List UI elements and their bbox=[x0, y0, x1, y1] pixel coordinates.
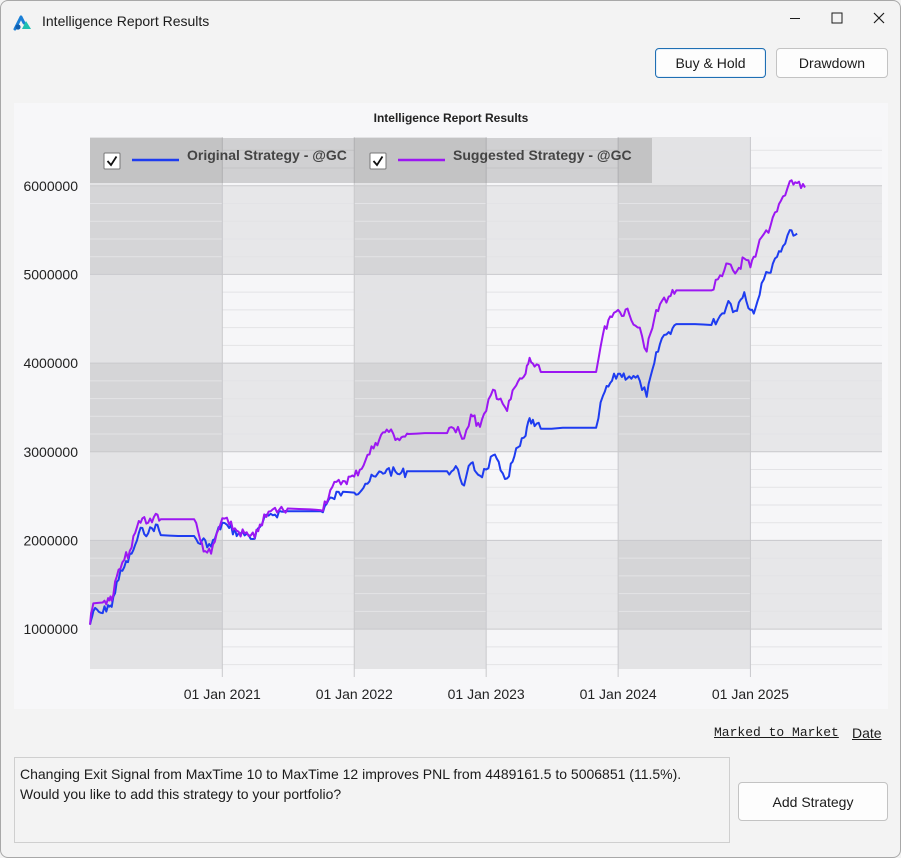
add-strategy-button[interactable]: Add Strategy bbox=[738, 782, 888, 821]
close-button[interactable] bbox=[856, 1, 900, 35]
year-band bbox=[618, 137, 751, 669]
maximize-button[interactable] bbox=[814, 1, 860, 35]
minimize-button[interactable] bbox=[772, 1, 818, 35]
x-tick-label: 01 Jan 2021 bbox=[184, 686, 261, 702]
recommendation-message: Changing Exit Signal from MaxTime 10 to … bbox=[14, 757, 730, 843]
date-link[interactable]: Date bbox=[852, 725, 882, 741]
y-tick-label: 4000000 bbox=[23, 355, 78, 371]
drawdown-button[interactable]: Drawdown bbox=[776, 48, 888, 78]
message-line-1: Changing Exit Signal from MaxTime 10 to … bbox=[20, 766, 682, 782]
year-band bbox=[354, 137, 487, 669]
x-tick-label: 01 Jan 2023 bbox=[448, 686, 525, 702]
legend-checkbox bbox=[103, 152, 121, 170]
y-tick-label: 5000000 bbox=[23, 266, 78, 282]
minimize-icon bbox=[790, 18, 800, 19]
x-tick-label: 01 Jan 2025 bbox=[712, 686, 789, 702]
y-tick-label: 2000000 bbox=[23, 532, 78, 548]
window-title: Intelligence Report Results bbox=[42, 13, 210, 29]
chart-panel: Intelligence Report Results 01 Jan 2021 0… bbox=[14, 103, 888, 709]
x-tick-label: 01 Jan 2024 bbox=[580, 686, 657, 702]
chart-title: Intelligence Report Results bbox=[373, 111, 529, 125]
title-bar[interactable]: Intelligence Report Results bbox=[1, 1, 900, 39]
y-tick-label: 1000000 bbox=[23, 621, 78, 637]
close-icon bbox=[873, 12, 885, 24]
marked-to-market-link[interactable]: Marked to Market bbox=[714, 725, 839, 740]
maximize-icon bbox=[831, 12, 843, 24]
year-band bbox=[90, 137, 223, 669]
x-tick-label: 01 Jan 2022 bbox=[316, 686, 393, 702]
legend-label: Suggested Strategy - @GC bbox=[453, 147, 632, 163]
buy-hold-button[interactable]: Buy & Hold bbox=[655, 48, 766, 78]
y-tick-label: 6000000 bbox=[23, 178, 78, 194]
legend-checkbox bbox=[369, 152, 387, 170]
checkmark-icon bbox=[372, 156, 384, 167]
y-tick-label: 3000000 bbox=[23, 444, 78, 460]
line-chart: 01 Jan 2021 01 Jan 2022 01 Jan 2023 01 Jan … bbox=[23, 137, 882, 702]
original-strategy-line bbox=[89, 229, 798, 625]
legend-label: Original Strategy - @GC bbox=[187, 147, 347, 163]
message-line-2: Would you like to add this strategy to y… bbox=[20, 786, 342, 802]
app-logo-icon bbox=[13, 15, 31, 31]
checkmark-icon bbox=[106, 156, 118, 167]
suggested-strategy-line bbox=[89, 179, 806, 625]
